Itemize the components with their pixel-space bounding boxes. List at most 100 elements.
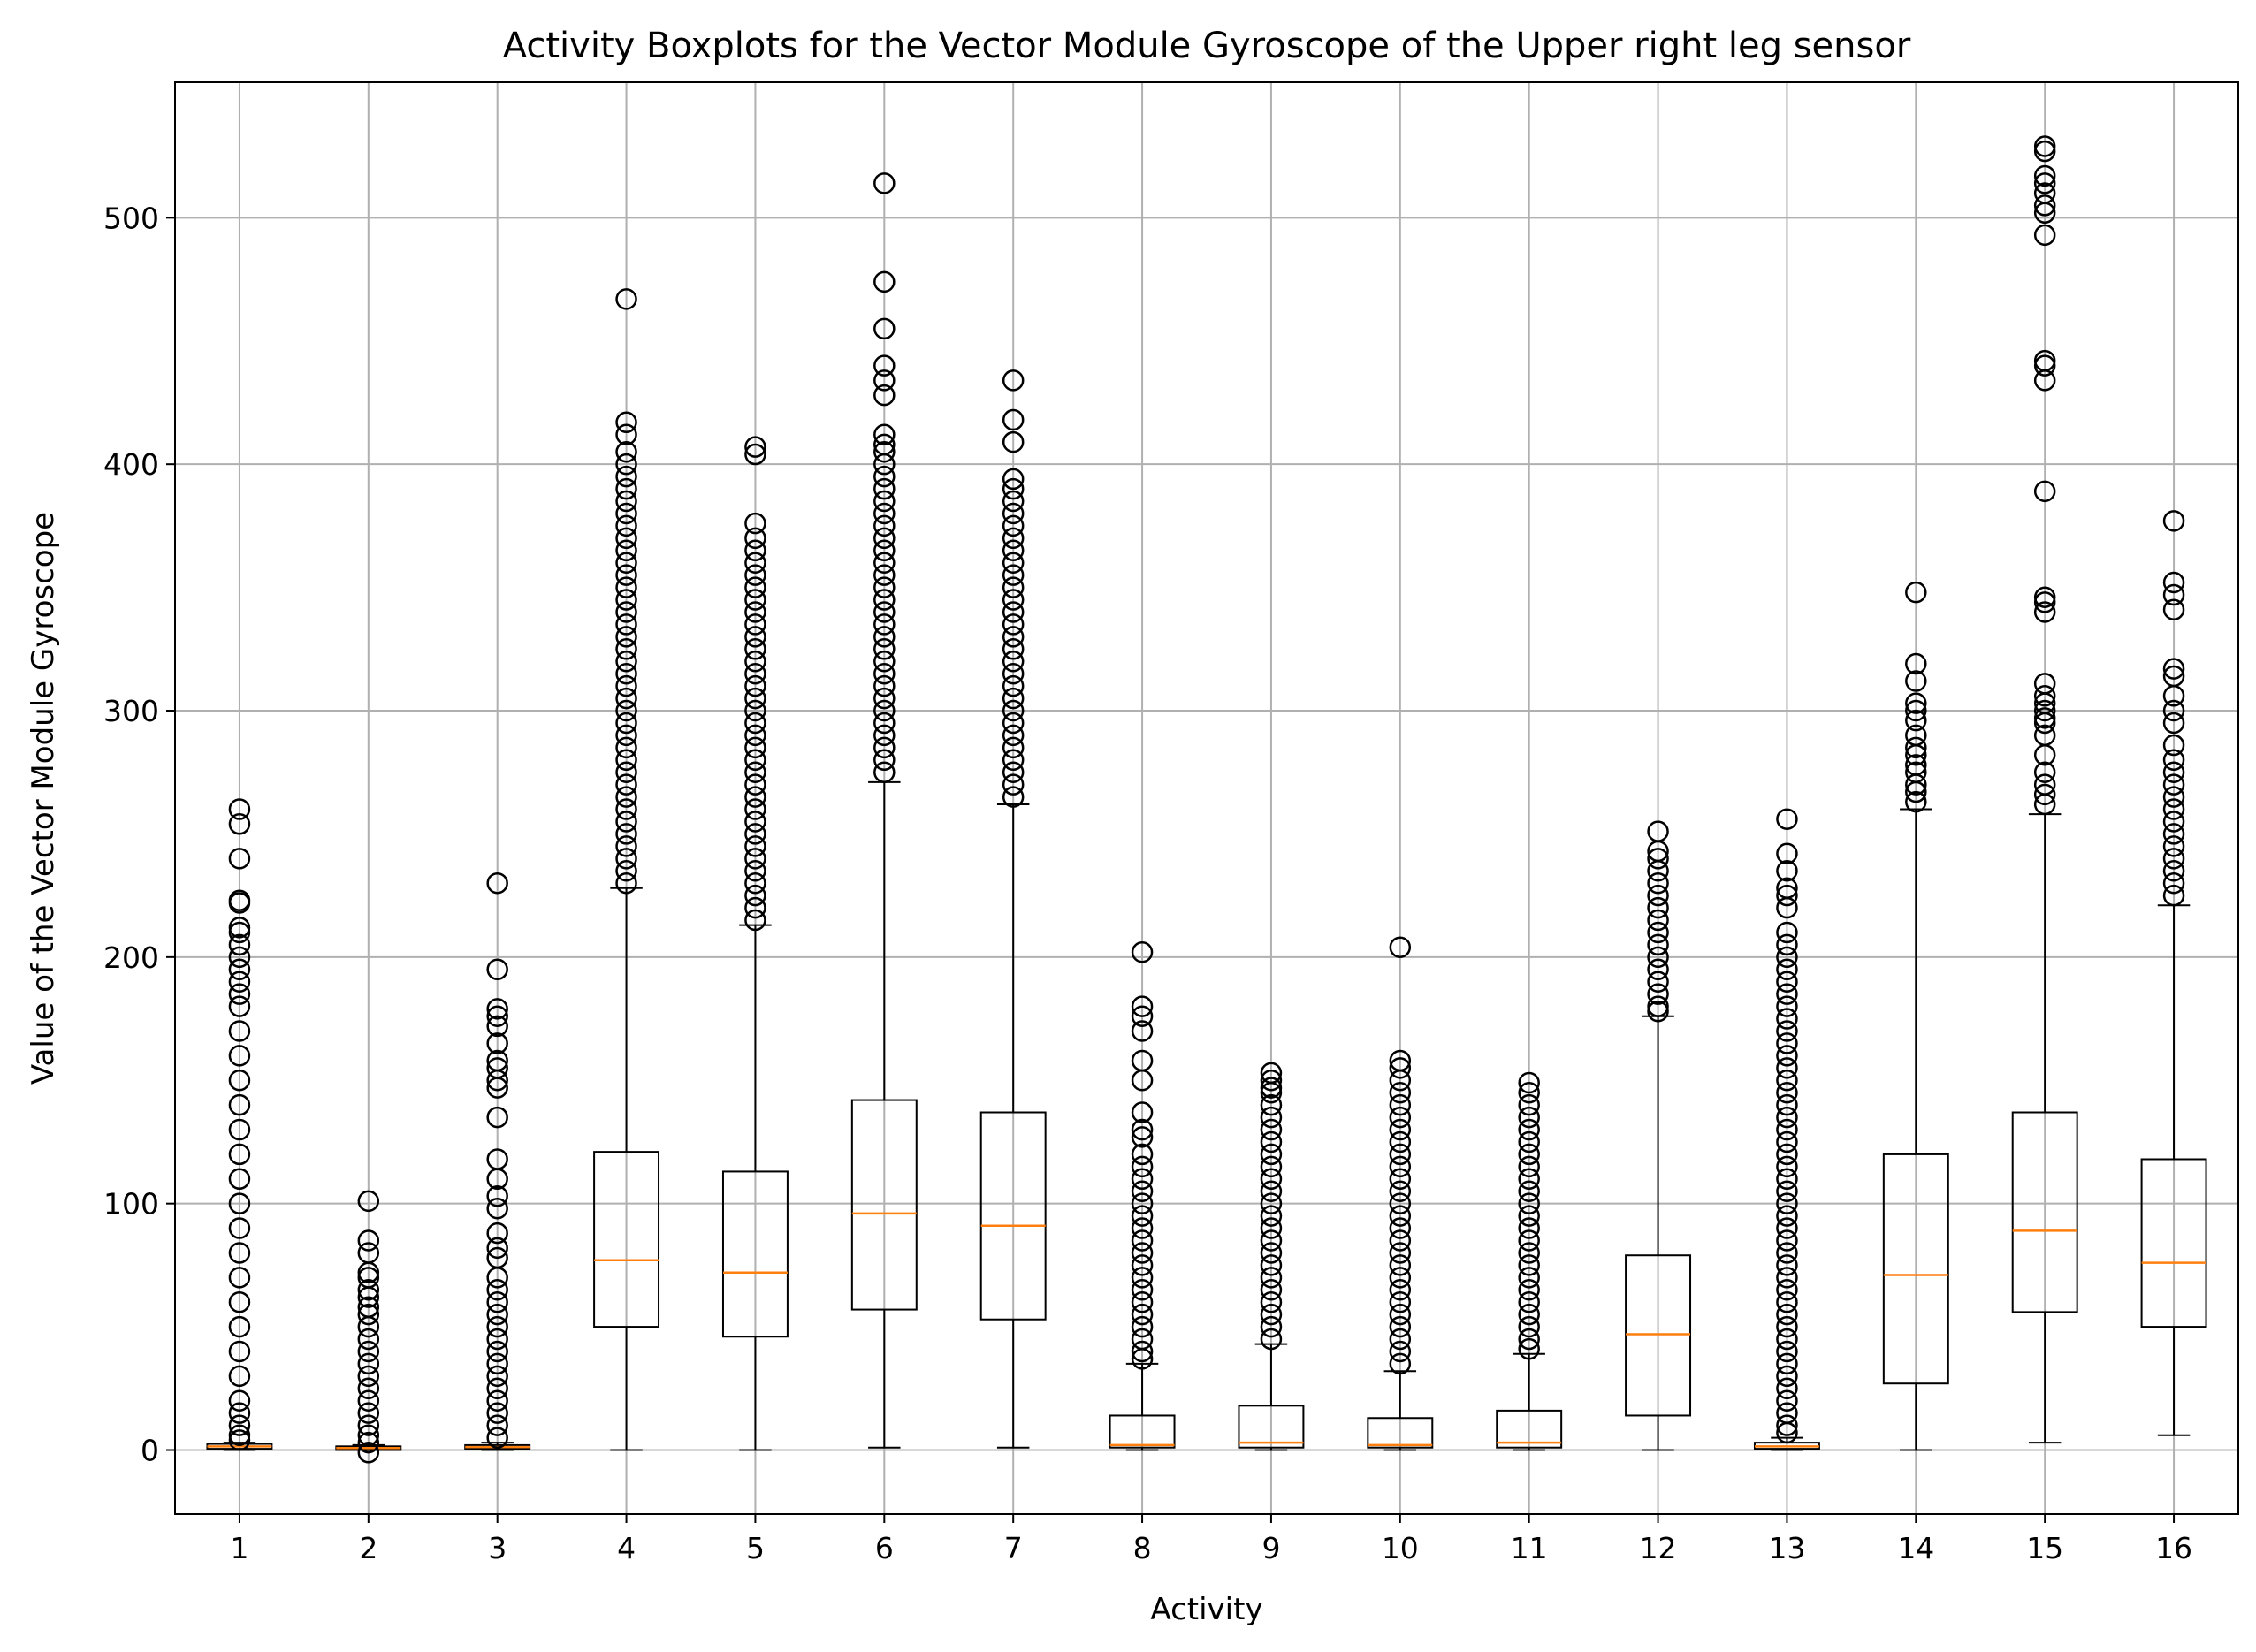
outlier-point [1131,1118,1154,1141]
outlier-point [2033,591,2056,613]
outlier-point [744,860,766,882]
outlier-point [1518,1242,1540,1264]
outlier-point [228,1315,251,1338]
outlier-point [1389,936,1412,958]
outlier-point [2162,699,2185,722]
outlier-point [1518,1093,1540,1116]
outlier-point [873,369,896,392]
outlier-point [1260,1106,1283,1129]
outlier-point [1647,971,1669,993]
outlier-point [486,1352,508,1375]
outlier-point [2033,699,2056,722]
outlier-point [615,502,637,525]
outlier-point [1905,736,1927,759]
outlier-point [1260,1093,1283,1116]
outlier-point [228,1093,251,1116]
outlier-point [1776,1155,1798,1178]
outlier-point [2162,872,2185,895]
outlier-point [1518,1205,1540,1227]
iqr-box [1109,1414,1176,1449]
outlier-point [1002,468,1025,491]
outlier-point [1776,1340,1798,1363]
outlier-point [1131,1192,1154,1214]
outlier-point [873,712,896,735]
outlier-point [1647,995,1669,1017]
plot-frame [174,81,2239,1515]
outlier-point [1260,1143,1283,1166]
iqr-box [979,1111,1047,1321]
outlier-point [2033,140,2056,163]
outlier-point [1002,786,1025,808]
outlier-point [615,872,637,895]
outlier-point [615,626,637,648]
outlier-point [486,872,508,895]
outlier-point [615,564,637,586]
outlier-point [1131,1205,1154,1227]
outlier-point [1131,1168,1154,1191]
outlier-point [1776,1352,1798,1375]
outlier-point [486,1198,508,1220]
outlier-point [744,552,766,574]
outlier-point [1518,1143,1540,1166]
outlier-point [1002,761,1025,783]
outlier-point [228,813,251,835]
outlier-point [1776,896,1798,919]
outlier-point [1002,430,1025,453]
outlier-point [357,1389,380,1412]
outlier-point [873,384,896,407]
outlier-point [228,1402,251,1424]
outlier-point [1389,1093,1412,1116]
outlier-point [1905,790,1927,813]
outlier-point [1002,589,1025,611]
outlier-point [486,1015,508,1038]
outlier-point [228,1217,251,1239]
outlier-point [615,699,637,722]
outlier-point [1389,1303,1412,1326]
box-activity-2 [335,1190,402,1464]
outlier-point [615,811,637,833]
outlier-point [1389,1106,1412,1129]
outlier-point [1776,1106,1798,1129]
outlier-point [1776,1267,1798,1289]
outlier-point [1389,1143,1412,1166]
outlier-point [1776,1421,1798,1444]
outlier-point [2162,749,2185,772]
outlier-point [744,576,766,598]
iqr-box [1367,1417,1434,1449]
outlier-point [486,1237,508,1260]
outlier-point [1776,1143,1798,1166]
outlier-point [615,453,637,476]
outlier-point [615,589,637,611]
outlier-point [1002,502,1025,525]
x-tick-label: 4 [617,1531,636,1565]
outlier-point [2033,354,2056,377]
outlier-point [1389,1242,1412,1264]
outlier-point [1389,1279,1412,1301]
outlier-point [873,490,896,513]
outlier-point [1776,1217,1798,1239]
outlier-point [615,423,637,445]
outlier-point [744,674,766,697]
outlier-point [744,823,766,845]
outlier-point [744,798,766,820]
outlier-point [615,724,637,747]
outlier-point [2162,860,2185,882]
outlier-point [873,736,896,759]
outlier-point [615,539,637,562]
outlier-point [1260,1168,1283,1191]
outlier-point [228,1143,251,1166]
box-activity-13 [1753,808,1820,1451]
outlier-point [486,1315,508,1338]
outlier-point [1776,1131,1798,1153]
outlier-point [615,527,637,550]
outlier-point [1131,1315,1154,1338]
outlier-point [1260,1070,1283,1092]
outlier-point [615,835,637,857]
outlier-point [744,736,766,759]
outlier-point [1131,1155,1154,1178]
outlier-point [1389,1254,1412,1276]
outlier-point [1518,1279,1540,1301]
outlier-point [615,440,637,463]
outlier-point [2162,798,2185,820]
